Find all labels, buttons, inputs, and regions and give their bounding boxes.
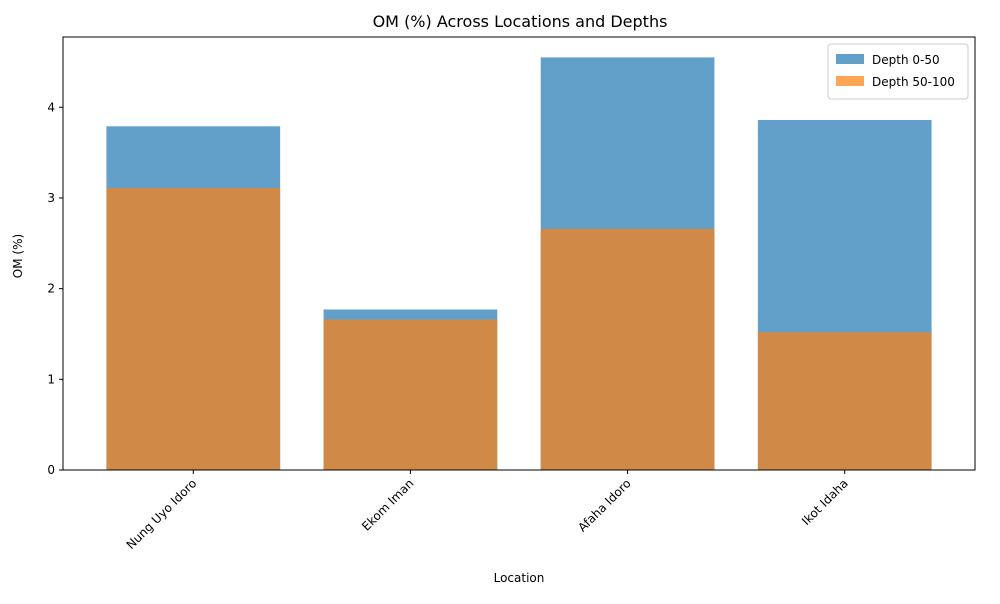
x-axis-label: Location — [494, 571, 545, 585]
y-axis-label: OM (%) — [11, 234, 25, 278]
chart-title: OM (%) Across Locations and Depths — [373, 12, 668, 31]
axes-layer — [62, 36, 976, 471]
plot-frame — [62, 36, 976, 471]
y-tick-label: 0 — [47, 463, 55, 477]
x-tick-label: Afaha Idoro — [575, 476, 633, 534]
legend-label-1: Depth 0-50 — [872, 53, 940, 67]
x-tick-label: Ikot Idaha — [799, 476, 851, 528]
x-ticks-layer: Nung Uyo Idoro Ekom Iman Afaha Idoro Ikot I… — [124, 470, 851, 552]
legend-swatch-1 — [836, 54, 864, 64]
bar-series-2-4 — [757, 332, 932, 470]
y-tick-label: 2 — [47, 282, 55, 296]
legend-label-2: Depth 50-100 — [872, 75, 955, 89]
bars-layer — [106, 57, 932, 471]
y-tick-label: 3 — [47, 191, 55, 205]
x-tick-label: Ekom Iman — [359, 476, 416, 533]
y-tick-label: 4 — [47, 100, 55, 114]
y-ticks-layer: 0 1 2 3 4 — [47, 100, 63, 477]
legend-swatch-2 — [836, 76, 864, 86]
bar-series-2-3 — [540, 228, 715, 470]
legend: Depth 0-50 Depth 50-100 — [827, 43, 969, 100]
x-tick-label: Nung Uyo Idoro — [124, 476, 200, 552]
bar-series-2-1 — [106, 187, 281, 471]
y-tick-label: 1 — [47, 372, 55, 386]
bar-series-2-2 — [323, 319, 498, 470]
